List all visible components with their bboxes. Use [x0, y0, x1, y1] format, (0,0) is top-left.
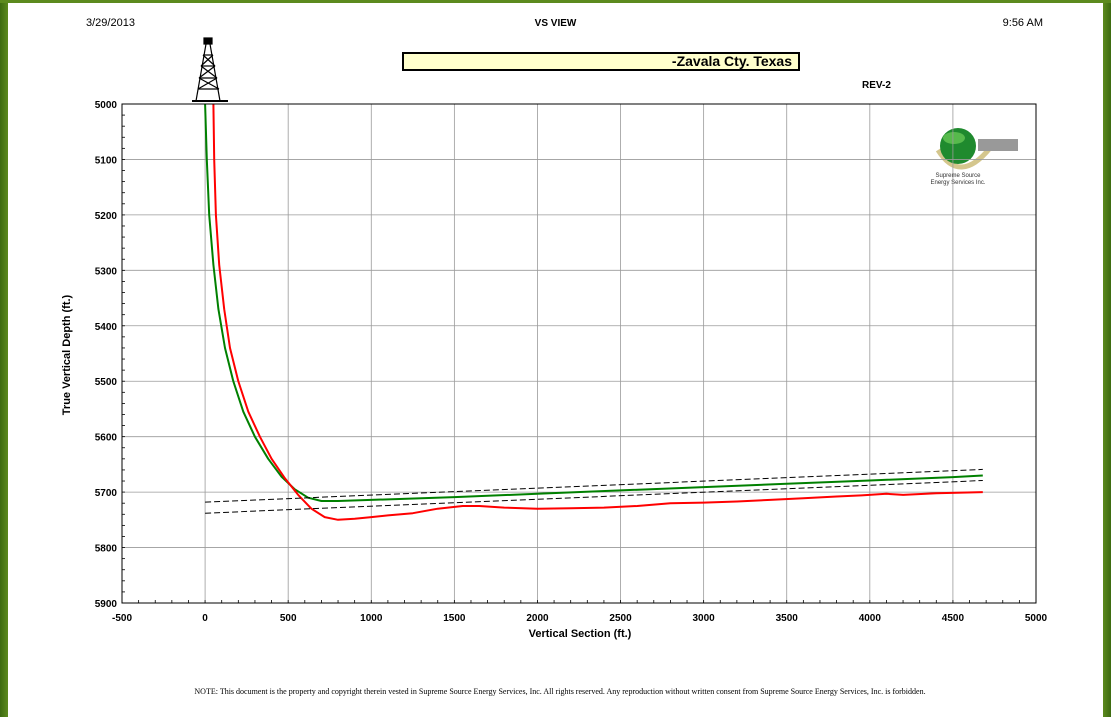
y-tick-label: 5800 — [95, 544, 118, 555]
revision-label: REV-2 — [862, 80, 891, 91]
drilling-rig-icon — [192, 37, 228, 102]
y-tick-label: 5600 — [95, 433, 118, 444]
plan-line — [204, 103, 983, 502]
actual-survey-line — [212, 103, 983, 521]
chart-grid — [121, 103, 1037, 604]
y-tick-label: 5400 — [95, 322, 118, 333]
y-tick-label: 5200 — [95, 211, 118, 222]
y-tick-label: 5100 — [95, 155, 118, 166]
logo-text-line1: Supreme Source — [935, 173, 981, 179]
y-tick-label: 5000 — [95, 100, 118, 111]
x-tick-label: 3500 — [776, 613, 799, 624]
x-tick-label: 4000 — [859, 613, 882, 624]
target-boundary-line — [205, 468, 983, 503]
x-tick-label: -500 — [112, 613, 132, 624]
y-tick-label: 5700 — [95, 488, 118, 499]
y-tick-label: 5300 — [95, 266, 118, 277]
company-logo: Supreme Source Energy Services Inc. — [905, 120, 1018, 195]
x-tick-label: 2000 — [526, 613, 549, 624]
print-time: 9:56 AM — [1002, 17, 1043, 29]
x-tick-label: 5000 — [1025, 613, 1048, 624]
axis-ticks: -500 0 500 1000 1500 2000 2500 3000 3500 4000 4500… — [95, 100, 1048, 624]
print-date: 3/29/2013 — [86, 17, 135, 29]
x-tick-label: 500 — [280, 613, 297, 624]
x-tick-label: 3000 — [693, 613, 716, 624]
y-tick-label: 5500 — [95, 377, 118, 388]
y-tick-label: 5900 — [95, 599, 118, 610]
page-title: VS VIEW — [534, 18, 577, 29]
x-tick-label: 1500 — [443, 613, 466, 624]
x-tick-label: 0 — [202, 613, 208, 624]
logo-text-line2: Energy Services Inc. — [930, 180, 985, 186]
copyright-note: NOTE: This document is the property and … — [194, 687, 926, 696]
top-border — [0, 0, 1111, 3]
well-name-box: -Zavala Cty. Texas — [402, 52, 800, 71]
chart-series — [204, 103, 983, 521]
x-axis-label: Vertical Section (ft.) — [529, 628, 632, 640]
x-tick-label: 1000 — [360, 613, 383, 624]
target-boundary-line — [205, 480, 983, 514]
plot-frame — [121, 103, 1037, 604]
x-tick-label: 2500 — [609, 613, 632, 624]
y-axis-label: True Vertical Depth (ft.) — [61, 294, 73, 415]
x-tick-label: 4500 — [942, 613, 965, 624]
